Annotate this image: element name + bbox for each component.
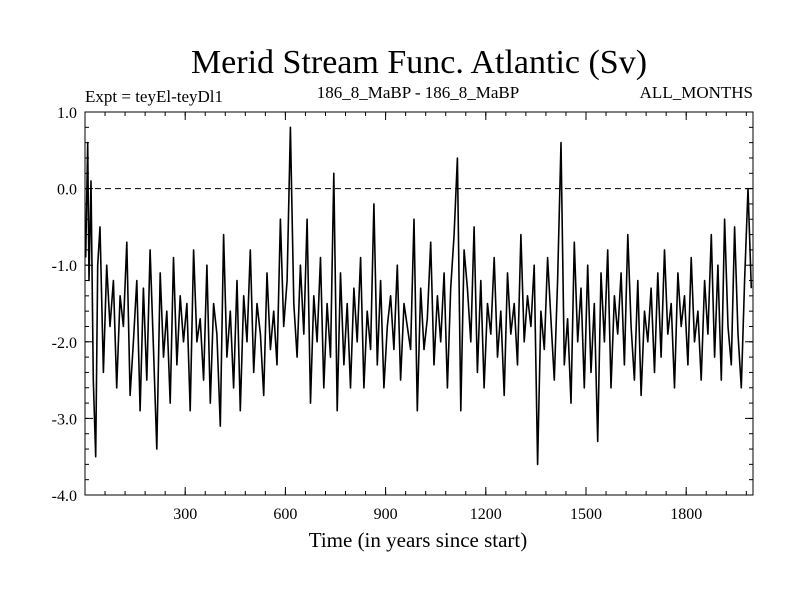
series-layer [84,126,753,466]
x-tick-label-2: 900 [374,506,398,523]
x-tick-label-0: 300 [173,506,197,523]
x-tick-label-1: 600 [273,506,297,523]
y-tick-label-4: -3.0 [52,411,77,428]
experiment-label: Expt = teyEl-teyDl1 [85,87,223,106]
y-tick-label-0: 1.0 [57,105,77,122]
chart-title: Merid Stream Func. Atlantic (Sv) [191,44,647,81]
axes: 1.0 0.0 -1.0 -2.0 -3.0 -4.0 300 600 900 1200 1500 1… [52,105,754,523]
x-tick-label-3: 1200 [470,506,502,523]
period-label: 186_8_MaBP - 186_8_MaBP [317,83,519,102]
x-tick-label-5: 1800 [670,506,702,523]
y-tick-label-1: 0.0 [57,182,77,199]
y-tick-label-3: -2.0 [52,335,77,352]
x-axis-label: Time (in years since start) [309,528,528,552]
months-label: ALL_MONTHS [640,83,753,102]
y-tick-label-5: -4.0 [52,488,77,505]
y-tick-label-2: -1.0 [52,258,77,275]
plot-frame [84,111,754,496]
x-tick-label-4: 1500 [570,506,602,523]
series-line-0 [84,126,753,466]
